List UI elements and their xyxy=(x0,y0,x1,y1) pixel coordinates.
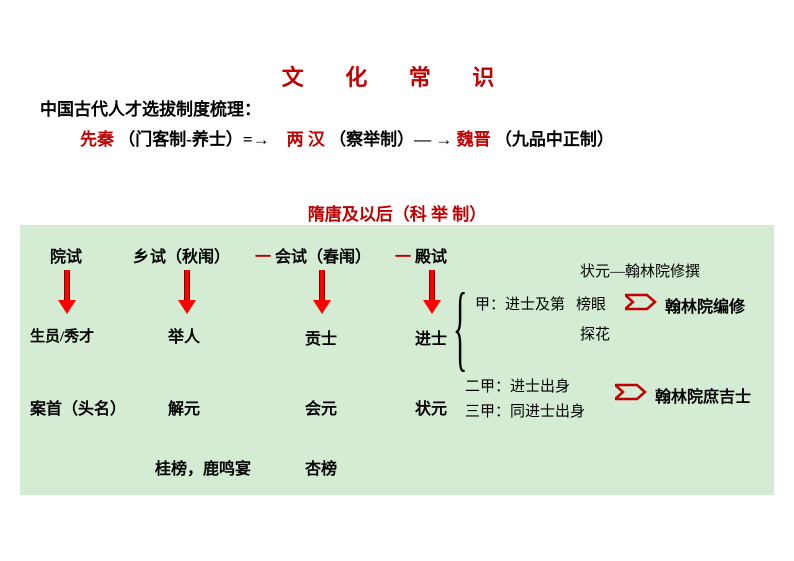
page-title: 文 化 常 识 xyxy=(0,60,794,92)
hanlin-bianxiu: 翰林院编修 xyxy=(665,293,745,317)
jia-tanhua: 探花 xyxy=(580,323,610,344)
chevron-right-icon xyxy=(625,293,661,311)
era-lianghan-detail: （察举制）— → xyxy=(329,130,452,149)
extra-guibang: 桂榜，鹿鸣宴 xyxy=(155,455,251,479)
connector-dash-2: 一 xyxy=(395,243,411,267)
section-header: 隋唐及以后（科 举 制） xyxy=(0,200,794,225)
erjia: 二甲：进士出身 xyxy=(465,375,570,396)
era-weijin-detail: （九品中正制） xyxy=(495,130,614,149)
subtitle: 中国古代人才选拔制度梳理： xyxy=(40,95,261,120)
exam-xiangshi-text: 试（秋闱） xyxy=(150,249,230,266)
jia-bangyan: 榜眼 xyxy=(576,293,606,314)
era-xianqin: 先秦 xyxy=(80,130,114,149)
jia-label: 甲：进士及第 xyxy=(475,293,565,314)
first-zhuangyuan: 状元 xyxy=(415,395,447,419)
first-jieyuan: 解元 xyxy=(168,395,200,419)
jia-line1: 状元—翰林院修撰 xyxy=(580,260,700,281)
exam-huishi: 会试（春闱） xyxy=(275,243,371,267)
exam-xiangshi: 试（秋闱） xyxy=(150,243,230,267)
extra-xingbang: 杏榜 xyxy=(305,455,337,479)
chevron-right-icon xyxy=(615,383,651,401)
first-anshou: 案首（头名） xyxy=(30,395,126,419)
brace-icon: { xyxy=(453,279,467,375)
timeline-row: 先秦 （门客制-养士）=→ 两 汉 （察举制）— → 魏晋 （九品中正制） xyxy=(80,125,614,150)
hanlin-shujishi: 翰林院庶吉士 xyxy=(655,383,751,407)
arrow-down-icon xyxy=(425,270,439,312)
exam-xiangshi-prefix: 乡 xyxy=(133,243,149,267)
exam-dianshi: 殿试 xyxy=(415,243,447,267)
arrow-down-icon xyxy=(180,270,194,312)
connector-dash-1: 一 xyxy=(255,243,271,267)
exam-system-diagram: 院试 乡 试（秋闱） 一 会试（春闱） 一 殿试 生员/秀才 举人 贡士 进士 … xyxy=(20,225,774,495)
era-lianghan: 两 汉 xyxy=(287,130,325,149)
era-xianqin-detail: （门客制-养士）=→ xyxy=(118,130,269,149)
first-huiyuan: 会元 xyxy=(305,395,337,419)
era-weijin: 魏晋 xyxy=(457,130,491,149)
result-gongshi: 贡士 xyxy=(305,325,337,349)
arrow-down-icon xyxy=(60,270,74,312)
result-shengyuan: 生员/秀才 xyxy=(30,325,94,346)
result-juren: 举人 xyxy=(168,323,200,347)
arrow-down-icon xyxy=(315,270,329,312)
result-jinshi: 进士 xyxy=(415,325,447,349)
sanjia: 三甲：同进士出身 xyxy=(465,400,585,421)
exam-yuanshi: 院试 xyxy=(50,243,82,267)
